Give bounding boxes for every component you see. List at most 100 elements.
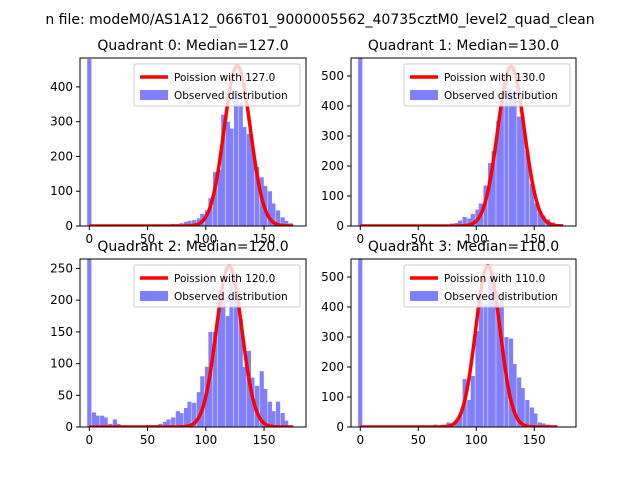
subplot-title: Quadrant 3: Median=110.0	[368, 239, 559, 255]
y-tick-label: 200	[321, 360, 344, 374]
histogram-bar	[478, 298, 483, 427]
legend-label-observed: Observed distribution	[444, 90, 558, 102]
histogram-bar	[284, 420, 289, 427]
x-tick-label: 150	[253, 433, 276, 447]
subplot-title: Quadrant 1: Median=130.0	[368, 38, 559, 54]
histogram-bar	[537, 211, 543, 226]
histogram-bar	[208, 198, 213, 226]
histogram-bar	[225, 121, 231, 226]
y-tick-label: 200	[50, 293, 73, 307]
legend-box	[403, 264, 571, 308]
histogram-bar	[275, 210, 281, 226]
histogram-bar	[520, 388, 525, 427]
y-tick-label: 400	[50, 80, 73, 94]
histogram-bar	[95, 415, 100, 427]
histogram-bar	[259, 371, 264, 427]
x-tick-label: 150	[523, 433, 546, 447]
histogram-bar	[512, 364, 517, 427]
plot-area	[87, 259, 295, 427]
x-tick-label: 0	[356, 433, 364, 447]
histogram-bar	[267, 401, 272, 427]
histogram-bar	[488, 163, 493, 226]
histogram-bar	[183, 407, 189, 427]
histogram-bar	[217, 169, 222, 226]
histogram-bar	[496, 121, 501, 226]
legend-label-observed: Observed distribution	[174, 291, 288, 303]
y-tick-label: 500	[321, 69, 344, 83]
histogram-bar	[499, 293, 504, 427]
y-tick-label: 300	[321, 330, 344, 344]
histogram-bar	[238, 102, 243, 226]
histogram-bar	[475, 331, 480, 427]
histogram-bar	[192, 402, 197, 427]
y-tick-label: 0	[65, 219, 73, 233]
histogram-bar	[103, 417, 108, 427]
histogram-bar	[537, 422, 543, 427]
x-tick-label: 50	[140, 433, 155, 447]
legend: Poission with 130.0 Observed distribution	[403, 63, 571, 107]
histogram-bar	[271, 203, 276, 226]
histogram-bar	[91, 412, 97, 427]
histogram-bar	[284, 220, 289, 226]
histogram-bar	[467, 218, 472, 226]
histogram-bar	[112, 419, 118, 427]
histogram-bar	[166, 419, 171, 427]
legend: Poission with 127.0 Observed distribution	[133, 63, 301, 107]
histogram-bar	[162, 421, 168, 427]
histogram-bar	[263, 388, 268, 427]
histogram-bar	[234, 90, 239, 226]
histogram-bar	[488, 277, 493, 427]
x-tick-label: 100	[465, 433, 488, 447]
histogram-bar	[470, 376, 475, 427]
axes-frame	[79, 57, 307, 227]
y-tick-label: 400	[321, 300, 344, 314]
x-tick-label: 150	[523, 232, 546, 246]
histogram-bar	[254, 166, 260, 226]
legend-swatch-observed	[140, 90, 168, 100]
y-tick-label: 250	[50, 262, 73, 276]
histogram-bar	[529, 407, 535, 427]
histogram-bar	[457, 415, 463, 427]
histogram-bar	[192, 220, 197, 226]
histogram-bar	[529, 184, 535, 226]
figure-suptitle: n file: modeM0/AS1A12_066T01_9000005562_…	[45, 12, 594, 28]
x-tick-label: 100	[194, 433, 217, 447]
histogram-bar	[512, 94, 517, 226]
histogram-bar	[517, 116, 522, 226]
y-tick-label: 150	[50, 325, 73, 339]
y-tick-label: 300	[321, 129, 344, 143]
histogram-bar	[213, 331, 218, 427]
histogram-bar	[183, 221, 189, 226]
histogram-bar	[541, 423, 546, 427]
x-tick-label: 0	[85, 433, 93, 447]
y-tick-label: 0	[336, 219, 344, 233]
histogram-bar	[250, 146, 255, 226]
histogram-bar	[520, 116, 525, 226]
histogram-bar	[175, 411, 180, 427]
legend: Poission with 110.0 Observed distribution	[403, 264, 571, 308]
histogram-bar	[221, 114, 226, 226]
poisson-curve	[88, 264, 295, 427]
legend: Poission with 120.0 Observed distribution	[133, 264, 301, 308]
legend-label-poisson: Poission with 120.0	[174, 273, 275, 285]
histogram-bar	[280, 413, 285, 427]
histogram-bar	[457, 220, 463, 226]
histogram-bar	[234, 297, 239, 427]
histogram-bar	[496, 302, 501, 427]
subplot-quadrant-0: 0 50 100 150 0 100 200 300 400 Quadrant 0: Median…	[50, 38, 307, 246]
x-tick-label: 100	[465, 232, 488, 246]
legend-box	[403, 63, 571, 107]
legend-label-observed: Observed distribution	[444, 291, 558, 303]
x-tick-label: 150	[253, 232, 276, 246]
histogram-bar	[280, 217, 285, 226]
histogram-bar	[171, 417, 176, 427]
subplot-quadrant-1: 0 50 100 150 0 100 200 300 400 500 Quadrant 1: Med…	[321, 38, 577, 246]
x-tick-label: 0	[356, 232, 364, 246]
histogram-bar	[271, 411, 276, 427]
legend-label-observed: Observed distribution	[174, 90, 288, 102]
histogram-bar	[470, 214, 475, 226]
y-tick-label: 50	[58, 388, 73, 402]
y-tick-label: 0	[336, 420, 344, 434]
histogram-bar	[187, 401, 192, 427]
